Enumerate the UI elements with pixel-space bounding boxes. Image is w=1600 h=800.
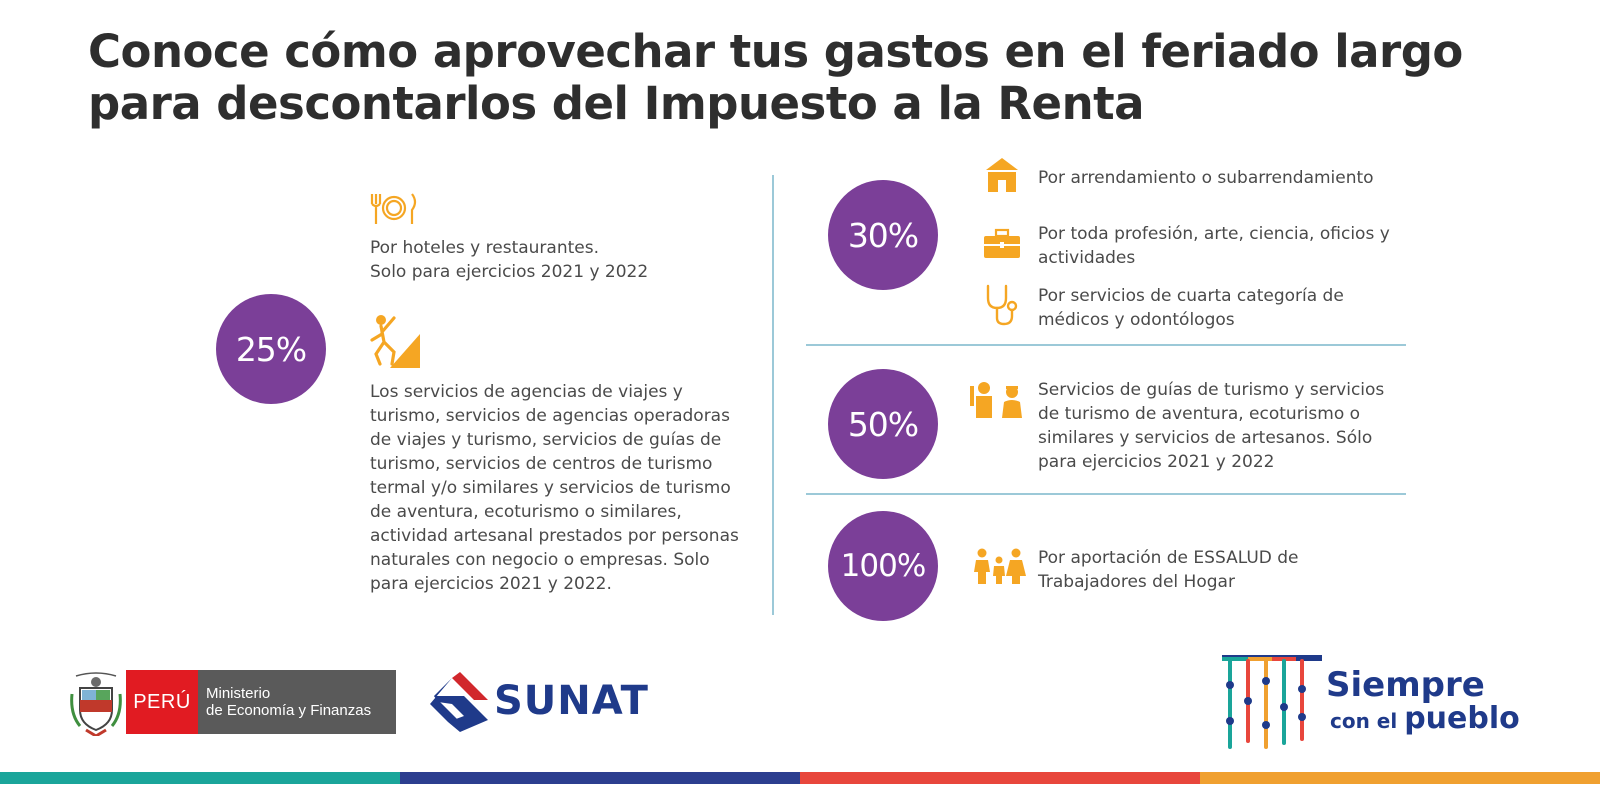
bottom-color-bar	[0, 772, 1600, 784]
bar-segment-orange	[1200, 772, 1600, 784]
sunat-wordmark: SUNAT	[494, 678, 649, 724]
divider-30-50	[806, 344, 1406, 346]
sunat-logo-icon	[430, 672, 488, 732]
bar-segment-teal	[0, 772, 400, 784]
siempre-word: Siempre	[1326, 665, 1485, 705]
title-line-1: Conoce cómo aprovechar tus gastos en el …	[88, 25, 1463, 78]
essalud-text: Por aportación de ESSALUD de Trabajadore…	[1038, 548, 1299, 592]
travel-agencies-text: Los servicios de agencias de viajes y tu…	[370, 382, 739, 594]
bar-segment-red	[800, 772, 1200, 784]
peru-label: PERÚ	[126, 670, 198, 734]
mef-logo: PERÚ Ministerio de Economía y Finanzas	[126, 670, 396, 734]
family-icon	[974, 548, 1026, 584]
stethoscope-icon	[986, 284, 1018, 326]
rent-text: Por arrendamiento o subarrendamiento	[1038, 168, 1374, 188]
page-title: Conoce cómo aprovechar tus gastos en el …	[88, 26, 1548, 130]
profession-text: Por toda profesión, arte, ciencia, ofici…	[1038, 224, 1390, 268]
tourism-guides-text: Servicios de guías de turismo y servicio…	[1038, 380, 1385, 472]
con-el-pueblo: con el pueblo	[1330, 701, 1520, 736]
restaurant-icon	[370, 193, 417, 224]
ministry-name: Ministerio de Economía y Finanzas	[198, 670, 396, 734]
vertical-divider	[772, 175, 774, 615]
tour-guide-icon	[970, 382, 1022, 418]
percent-badge-100: 100%	[828, 511, 938, 621]
coat-of-arms-icon	[70, 672, 122, 736]
briefcase-icon	[984, 228, 1020, 258]
percent-badge-50: 50%	[828, 369, 938, 479]
percent-badge-30: 30%	[828, 180, 938, 290]
percent-badge-25: 25%	[216, 294, 326, 404]
bar-segment-navy	[400, 772, 800, 784]
siempre-con-el-pueblo-logo: Siempre con el pueblo	[1326, 666, 1520, 736]
title-line-2: para descontarlos del Impuesto a la Rent…	[88, 77, 1144, 130]
house-icon	[986, 158, 1018, 192]
medical-services-text: Por servicios de cuarta categoría de méd…	[1038, 286, 1344, 330]
divider-50-100	[806, 493, 1406, 495]
bicentennial-threads-icon	[1222, 655, 1322, 749]
hotels-restaurants-text: Por hoteles y restaurantes. Solo para ej…	[370, 238, 649, 282]
climber-icon	[370, 315, 420, 368]
